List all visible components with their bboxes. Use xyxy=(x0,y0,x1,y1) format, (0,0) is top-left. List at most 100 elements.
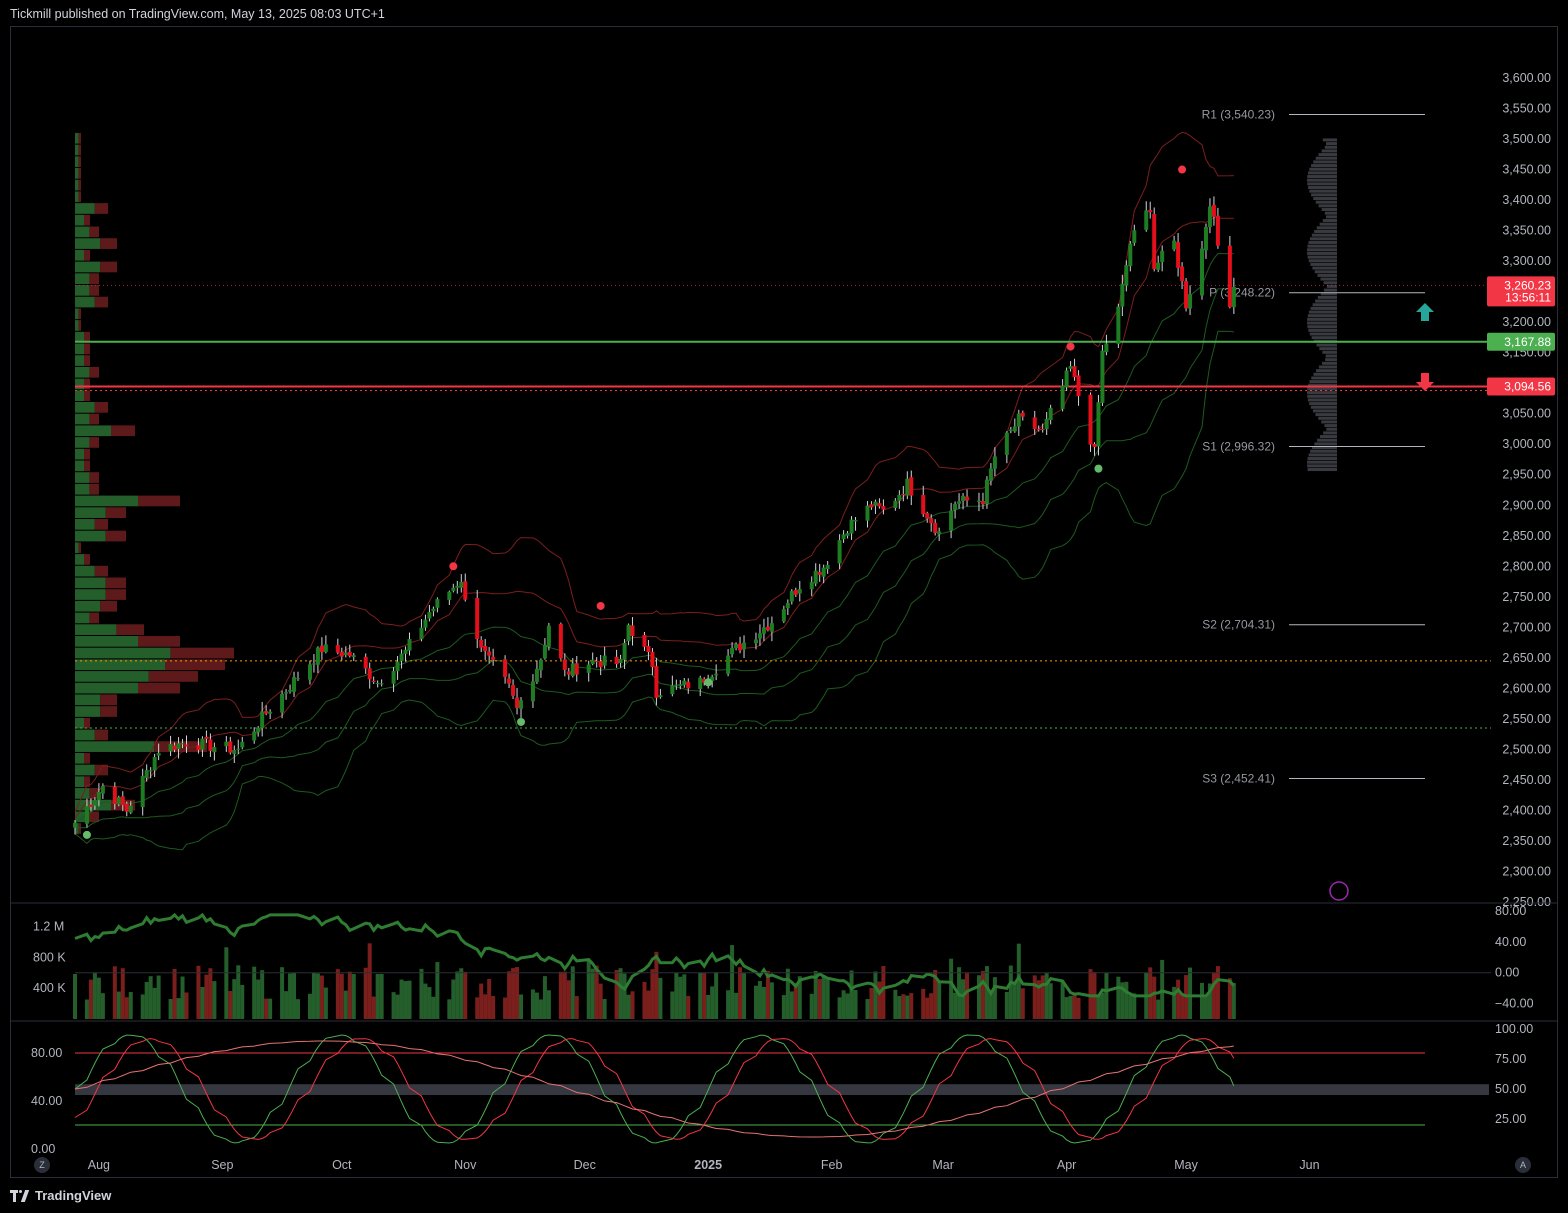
candle-body xyxy=(1215,215,1220,246)
vp-right-bar xyxy=(1307,248,1337,252)
vp-right-bar xyxy=(1308,328,1337,332)
volume-bar xyxy=(1076,997,1081,1019)
candle-body xyxy=(678,684,683,686)
volume-bar xyxy=(351,974,356,1019)
candle-body xyxy=(228,741,233,753)
volume-bar xyxy=(897,995,902,1019)
volume-bar xyxy=(757,981,762,1019)
vp-bar-down xyxy=(105,577,126,589)
candle-body xyxy=(475,597,480,639)
auto-scale-right-button[interactable]: A xyxy=(1515,1157,1531,1173)
signal-dot xyxy=(82,830,91,839)
bb-lower xyxy=(75,288,1234,829)
vp-bar-up xyxy=(75,600,101,612)
volume-bar xyxy=(753,985,758,1019)
volume-bar xyxy=(487,978,492,1019)
time-tick-label: Feb xyxy=(821,1158,843,1172)
price-tick-label: 2,300.00 xyxy=(1502,864,1551,878)
price-tick-label: 2,400.00 xyxy=(1502,803,1551,817)
vp-right-bar xyxy=(1307,244,1337,248)
candle-body xyxy=(873,501,878,506)
candle-body xyxy=(399,653,404,662)
candle-body xyxy=(1172,240,1177,250)
resistance-tag-bg xyxy=(1487,377,1555,396)
vp-bar-down xyxy=(78,308,81,320)
auto-scale-left-button[interactable]: Z xyxy=(34,1157,50,1173)
volume-bar xyxy=(1048,983,1053,1019)
candle-body xyxy=(937,531,942,535)
candle-body xyxy=(184,744,189,747)
vp-bar-up xyxy=(75,402,95,413)
volume-bar xyxy=(1040,975,1045,1019)
chart-canvas[interactable]: R1 (3,540.23) P (3,248.22) S1 (2,996.32) S2… xyxy=(11,27,1557,1177)
candle-body xyxy=(1068,366,1073,369)
vp-right-bar xyxy=(1325,358,1337,362)
candle-body xyxy=(435,599,440,608)
volume-bar xyxy=(1128,995,1133,1019)
arrow-down-icon xyxy=(1416,373,1434,391)
volume-bar xyxy=(929,993,934,1019)
vp-bar-down xyxy=(94,764,108,776)
chart-frame[interactable]: R1 (3,540.23) P (3,248.22) S1 (2,996.32) S2… xyxy=(10,26,1558,1178)
vp-bar-up xyxy=(75,331,84,343)
candle-body xyxy=(849,519,854,534)
candle-body xyxy=(423,619,428,628)
volume-bar xyxy=(614,970,619,1019)
volume-bar xyxy=(893,989,898,1019)
publish-header: Tickmill published on TradingView.com, M… xyxy=(10,7,385,21)
vp-right-bar xyxy=(1318,365,1337,369)
candle-body xyxy=(1100,350,1105,403)
candle-body xyxy=(789,591,794,602)
vp-right-bar xyxy=(1326,427,1337,431)
vp-right-bar xyxy=(1309,167,1337,171)
vp-right-bar xyxy=(1309,332,1337,336)
volume-bar xyxy=(1104,973,1109,1019)
pivot-label: S2 (2,704.31) xyxy=(1202,618,1275,632)
vp-right-bar xyxy=(1308,186,1337,190)
vp-bar-down xyxy=(89,472,99,483)
vp-right-bar xyxy=(1313,197,1337,201)
volume-bar xyxy=(1152,976,1157,1019)
price-tick-label: 2,700.00 xyxy=(1502,620,1551,634)
candle-body xyxy=(670,685,675,695)
candle-body xyxy=(148,770,153,772)
vp-bar-down xyxy=(165,659,225,671)
candle-body xyxy=(738,643,743,651)
price-tick-label: 2,350.00 xyxy=(1502,834,1551,848)
volume-bar xyxy=(88,979,93,1019)
candle-body xyxy=(140,776,145,808)
vp-right-bar xyxy=(1316,226,1337,230)
vp-bar-up xyxy=(75,671,149,682)
volume-bar xyxy=(1072,993,1077,1019)
volume-bar xyxy=(399,979,404,1019)
volume-bar xyxy=(1156,999,1161,1019)
volume-bar xyxy=(953,992,958,1019)
vp-bar-down xyxy=(89,273,99,285)
volume-tick-label: 1.2 M xyxy=(33,919,64,933)
volume-bar xyxy=(837,997,842,1019)
volume-bar xyxy=(315,973,320,1019)
vp-bar-up xyxy=(75,249,84,261)
candle-body xyxy=(347,651,352,657)
resistance-tag-text: 3,094.56 xyxy=(1504,380,1551,394)
candle-body xyxy=(280,693,285,713)
volume-bar xyxy=(100,993,105,1019)
volume-bar xyxy=(447,999,452,1019)
candle-body xyxy=(88,804,93,807)
vp-bar-down xyxy=(105,507,126,518)
volume-bar xyxy=(877,981,882,1019)
volume-bar xyxy=(511,968,516,1019)
vp-bar-up xyxy=(75,425,111,437)
vp-bar-up xyxy=(75,811,90,823)
volume-bar xyxy=(451,979,456,1019)
footer-brand[interactable]: TradingView xyxy=(10,1188,111,1203)
candle-body xyxy=(1048,408,1053,420)
candle-body xyxy=(1092,443,1097,448)
candle-body xyxy=(929,518,934,524)
volume-bar xyxy=(901,994,906,1019)
vp-bar-down xyxy=(100,694,117,706)
vp-right-bar xyxy=(1314,442,1337,446)
volume-bar xyxy=(1020,988,1025,1019)
volume-bar xyxy=(200,986,205,1019)
candle-body xyxy=(459,582,464,588)
